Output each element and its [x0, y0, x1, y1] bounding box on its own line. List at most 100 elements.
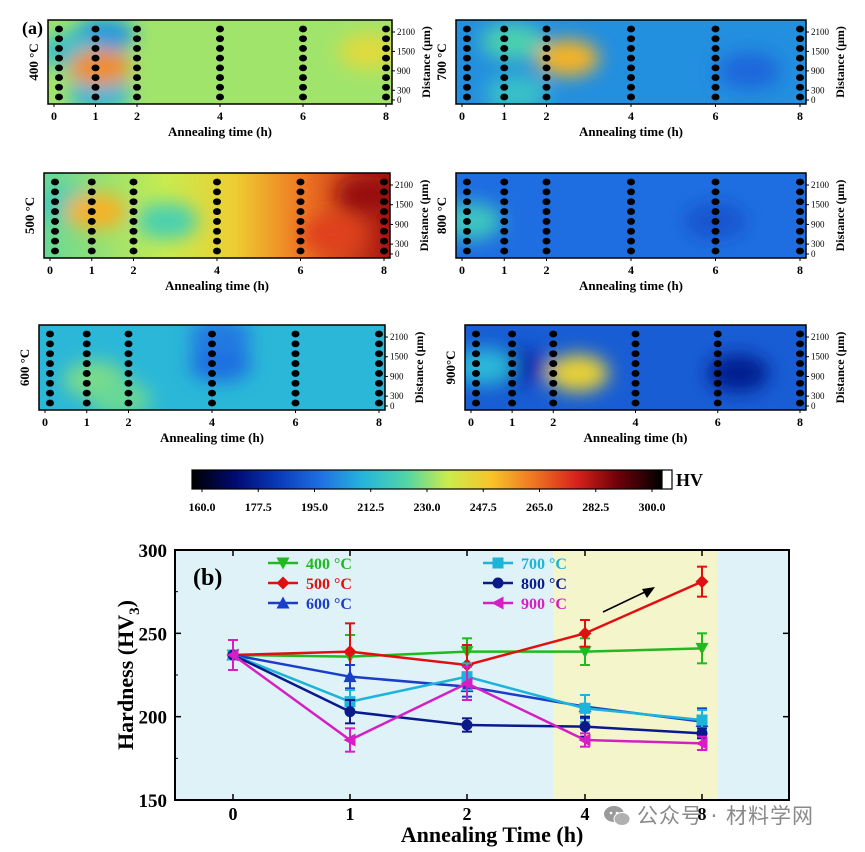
measurement-dot [711, 208, 720, 215]
x-tick-label: 6 [713, 109, 719, 123]
measurement-dot [291, 350, 300, 358]
measurement-dot [87, 237, 96, 245]
measurement-dot [291, 399, 300, 407]
x-tick-label: 0 [459, 263, 465, 277]
measurement-dot [627, 74, 635, 81]
measurement-dot [711, 247, 720, 255]
measurement-dot [508, 389, 517, 397]
measurement-dot [711, 227, 720, 235]
y-tick-label: 0 [397, 95, 402, 105]
x-tick-label: 4 [214, 263, 220, 277]
measurement-dot [711, 54, 720, 62]
measurement-dot [382, 64, 390, 72]
measurement-dot [213, 218, 221, 225]
measurement-dot [542, 35, 551, 43]
x-tick-label: 1 [89, 263, 95, 277]
measurement-dot [213, 178, 221, 186]
heatmap-spot [465, 347, 515, 386]
measurement-dot [55, 83, 63, 91]
measurement-dot [213, 198, 221, 206]
measurement-dot [375, 389, 383, 397]
y-tick-label: 300 [811, 239, 825, 249]
x-tick-label: 8 [797, 263, 803, 277]
measurement-dot [87, 247, 96, 255]
x-axis-title: Annealing time (h) [579, 124, 683, 139]
marker-triangle-down [695, 642, 709, 655]
measurement-dot [82, 370, 91, 377]
x-tick-label: 8 [797, 109, 803, 123]
y-tick-label: 900 [390, 371, 404, 381]
y-tick-label: 200 [139, 708, 168, 729]
marker-triangle-up [276, 596, 290, 609]
heatmap-field [48, 20, 392, 104]
x-tick-label: 6 [713, 263, 719, 277]
measurement-dot [463, 74, 471, 81]
colorbar-tick-label: 300.0 [639, 500, 666, 514]
y-tick-label: 900 [395, 219, 409, 229]
measurement-dot [500, 218, 509, 225]
measurement-dot [500, 45, 509, 52]
heatmap-field [456, 173, 806, 258]
x-tick-label: 0 [47, 263, 53, 277]
marker-square [579, 702, 591, 714]
measurement-dot [87, 227, 96, 235]
measurement-dot [500, 227, 509, 235]
legend-label: 700 °C [521, 556, 567, 573]
measurement-dot [542, 237, 551, 245]
measurement-dot [627, 25, 635, 33]
measurement-dot [216, 93, 224, 101]
x-tick-label: 2 [544, 109, 550, 123]
x-tick-label: 0 [51, 109, 57, 123]
measurement-dot [46, 399, 54, 407]
marker-triangle-down [578, 646, 592, 659]
y-tick-label: 300 [397, 85, 411, 95]
measurement-dot [380, 247, 388, 255]
measurement-dot [87, 198, 96, 206]
measurement-dot [711, 218, 720, 225]
measurement-dot [216, 54, 224, 62]
measurement-dot [299, 74, 307, 81]
measurement-dot [549, 399, 558, 407]
measurement-dot [472, 330, 480, 338]
x-tick-label: 8 [698, 804, 707, 824]
measurement-dot [631, 399, 640, 407]
trend-arrow-head [642, 587, 655, 598]
measurement-dot [463, 227, 471, 235]
heatmap-spot [707, 354, 770, 392]
measurement-dot [549, 360, 558, 367]
measurement-dot [711, 198, 720, 206]
measurement-dot [380, 188, 388, 196]
measurement-dot [91, 83, 100, 91]
measurement-dot [375, 399, 383, 407]
legend-item: 500 °C [268, 576, 352, 593]
colorbar-tick-label: 160.0 [189, 500, 216, 514]
measurement-dot [463, 54, 471, 62]
legend-item: 800 °C [483, 576, 567, 593]
measurement-dot [631, 370, 640, 377]
y-tick-label: 2100 [811, 27, 830, 37]
measurement-dot [380, 178, 388, 186]
measurement-dot [296, 188, 305, 196]
measurement-dot [549, 330, 558, 338]
measurement-dot [51, 218, 59, 225]
measurement-dot [291, 340, 300, 348]
marker-circle [344, 706, 356, 718]
measurement-dot [124, 399, 133, 407]
y-tick-label: 300 [395, 239, 409, 249]
measurement-dot [382, 83, 390, 91]
measurement-dot [627, 45, 635, 52]
measurement-dot [91, 35, 100, 43]
marker-diamond [695, 575, 709, 589]
panel-b-line-chart: 150 200 250 300 0 1 2 4 8 Annealing Time (h) Hardn… [113, 541, 790, 847]
x-axis-title: Annealing time (h) [160, 430, 264, 445]
heatmap-spot [485, 75, 549, 104]
measurement-dot [796, 188, 804, 196]
measurement-dot [500, 64, 509, 72]
heatmap-spot [135, 202, 199, 240]
measurement-dot [711, 178, 720, 186]
heatmap-spot [189, 325, 252, 356]
y-tick-label: 2100 [811, 332, 830, 342]
y-tick-label: 1500 [397, 46, 416, 56]
